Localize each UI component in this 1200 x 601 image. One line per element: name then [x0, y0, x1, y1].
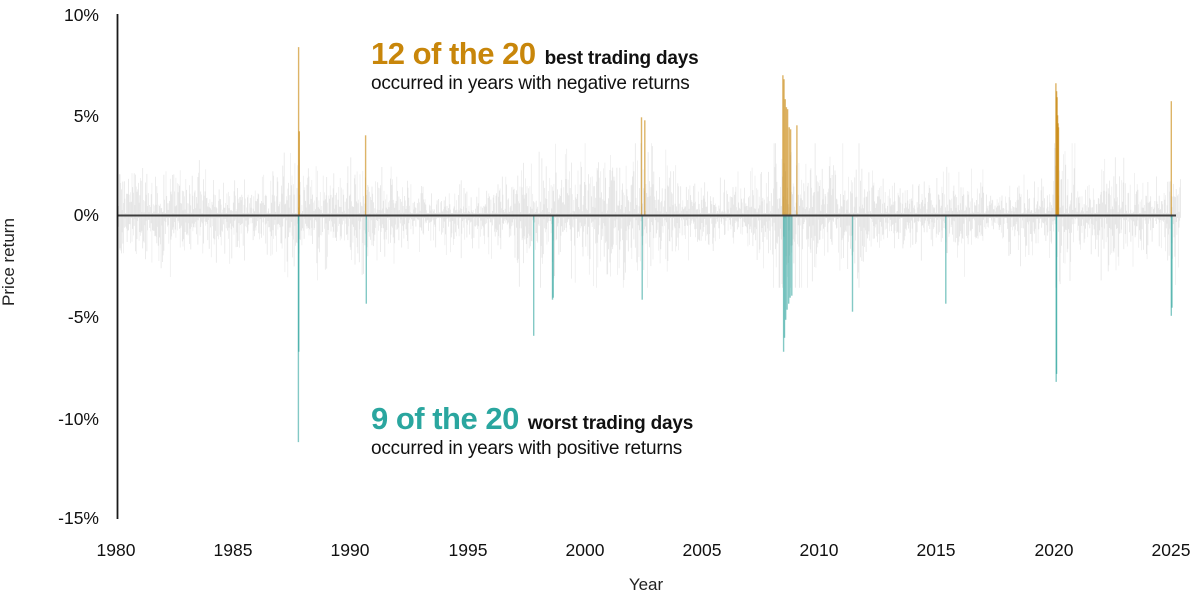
x-tick-2020: 2020 [1035, 540, 1074, 560]
worst-days-annotation: 9 of the 20 worst trading days occurred … [371, 401, 693, 460]
y-tick-neg10: -10% [58, 409, 99, 429]
best-days-label: best trading days [544, 48, 699, 69]
best-days-count-highlight: 12 of the 20 [371, 36, 536, 71]
y-axis-title: Price return [0, 218, 18, 306]
best-days-annotation: 12 of the 20 best trading days occurred … [371, 36, 699, 95]
x-tick-1995: 1995 [449, 540, 488, 560]
worst-spikes-group [297, 215, 1173, 443]
worst-days-count-highlight: 9 of the 20 [371, 401, 519, 436]
x-axis-title: Year [629, 575, 664, 594]
best-days-headline: 12 of the 20 best trading days [371, 36, 699, 72]
x-tick-1980: 1980 [97, 540, 136, 560]
x-tick-2025: 2025 [1152, 540, 1191, 560]
y-tick-10: 10% [64, 5, 99, 25]
x-tick-2010: 2010 [800, 540, 839, 560]
worst-days-label: worst trading days [527, 413, 694, 434]
y-tick-neg15: -15% [58, 508, 99, 528]
x-tick-2000: 2000 [566, 540, 605, 560]
best-days-subtext: occurred in years with negative returns [371, 73, 690, 94]
y-tick-0: 0% [74, 205, 99, 225]
y-tick-5: 5% [74, 106, 99, 126]
x-tick-2015: 2015 [917, 540, 956, 560]
x-tick-1990: 1990 [331, 540, 370, 560]
best-spikes-group [297, 47, 1172, 216]
worst-days-subtext: occurred in years with positive returns [371, 438, 683, 459]
y-tick-neg5: -5% [68, 307, 99, 327]
x-tick-1985: 1985 [214, 540, 253, 560]
worst-days-headline: 9 of the 20 worst trading days [371, 401, 693, 437]
x-tick-2005: 2005 [683, 540, 722, 560]
